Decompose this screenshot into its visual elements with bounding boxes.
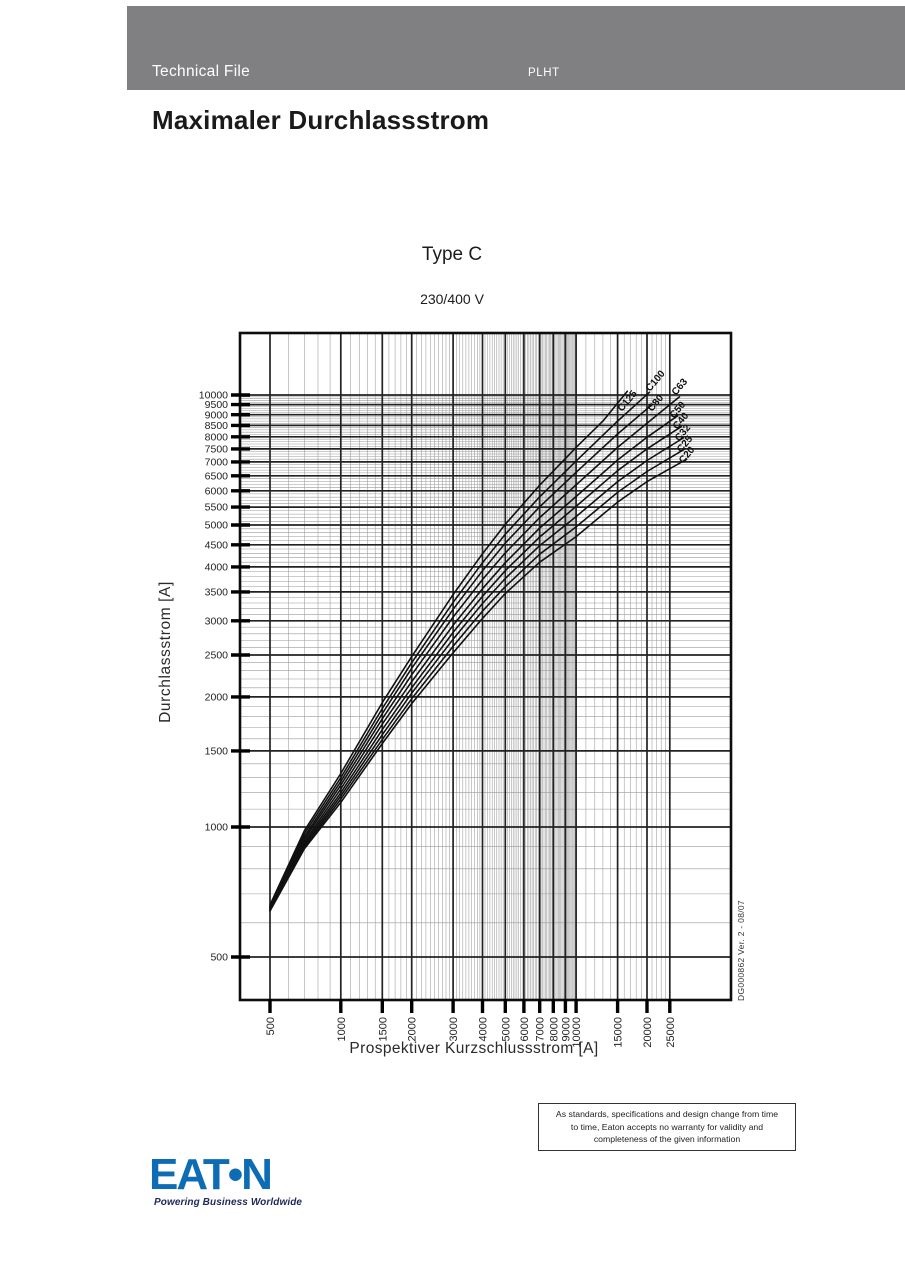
eaton-logo-tagline: Powering Business Worldwide bbox=[154, 1197, 303, 1208]
disclaimer-box: As standards, specifications and design … bbox=[538, 1103, 796, 1151]
svg-text:8500: 8500 bbox=[205, 420, 229, 432]
svg-text:4000: 4000 bbox=[478, 1017, 490, 1041]
svg-text:6000: 6000 bbox=[519, 1017, 531, 1041]
svg-text:9000: 9000 bbox=[205, 409, 229, 421]
svg-text:9000: 9000 bbox=[560, 1017, 572, 1041]
curve-C125 bbox=[269, 390, 629, 906]
svg-text:2500: 2500 bbox=[205, 650, 229, 662]
disclaimer-text: As standards, specifications and design … bbox=[555, 1109, 779, 1145]
curve-C20 bbox=[269, 458, 688, 912]
header-product-code: PLHT bbox=[528, 67, 560, 79]
page-title: Maximaler Durchlassstrom bbox=[152, 105, 490, 135]
svg-text:2000: 2000 bbox=[407, 1017, 419, 1041]
svg-text:1500: 1500 bbox=[205, 746, 229, 758]
svg-text:8000: 8000 bbox=[205, 431, 229, 443]
svg-text:9500: 9500 bbox=[205, 399, 229, 411]
curve-C50 bbox=[269, 415, 679, 910]
svg-text:5000: 5000 bbox=[205, 520, 229, 532]
svg-text:500: 500 bbox=[210, 952, 228, 964]
doc-ref: DG000862 Ver. 2 - 08/07 bbox=[736, 900, 746, 1001]
svg-text:25000: 25000 bbox=[665, 1017, 677, 1048]
header-doc-type: Technical File bbox=[152, 63, 251, 80]
svg-text:8000: 8000 bbox=[548, 1017, 560, 1041]
svg-text:10000: 10000 bbox=[199, 390, 228, 402]
svg-text:4500: 4500 bbox=[205, 539, 229, 551]
svg-text:15000: 15000 bbox=[613, 1017, 625, 1048]
svg-text:1500: 1500 bbox=[377, 1017, 389, 1041]
eaton-logo-wordmark: EAT•N bbox=[149, 1150, 273, 1199]
svg-text:3000: 3000 bbox=[448, 1017, 460, 1041]
svg-text:6000: 6000 bbox=[205, 485, 229, 497]
svg-text:1000: 1000 bbox=[336, 1017, 348, 1041]
eaton-logo: EAT•N Powering Business Worldwide bbox=[149, 1150, 303, 1209]
svg-text:1000: 1000 bbox=[205, 822, 229, 834]
curve-C32 bbox=[269, 437, 684, 911]
curve-C25 bbox=[269, 448, 686, 912]
curve-C80 bbox=[269, 403, 653, 908]
y-axis-title: Durchlassstrom [A] bbox=[157, 581, 174, 723]
svg-text:7000: 7000 bbox=[535, 1017, 547, 1041]
svg-text:5000: 5000 bbox=[500, 1017, 512, 1041]
svg-text:20000: 20000 bbox=[642, 1017, 654, 1048]
svg-text:3000: 3000 bbox=[205, 615, 229, 627]
curve-C40 bbox=[269, 425, 683, 910]
curve-C63 bbox=[269, 396, 681, 909]
chart-title: Type C bbox=[421, 244, 483, 265]
header-bar: Technical File PLHT bbox=[127, 6, 905, 90]
svg-text:3500: 3500 bbox=[205, 587, 229, 599]
svg-text:10000: 10000 bbox=[571, 1017, 583, 1048]
svg-text:7000: 7000 bbox=[205, 457, 229, 469]
x-axis-title: Prospektiver Kurzschlussstrom [A] bbox=[349, 1040, 599, 1057]
svg-text:6500: 6500 bbox=[205, 470, 229, 482]
chart-subtitle: 230/400 V bbox=[420, 291, 484, 307]
svg-text:5500: 5500 bbox=[205, 502, 229, 514]
svg-text:2000: 2000 bbox=[205, 692, 229, 704]
curve-C100 bbox=[269, 391, 651, 907]
svg-text:500: 500 bbox=[265, 1017, 277, 1035]
svg-text:4000: 4000 bbox=[205, 562, 229, 574]
svg-text:7500: 7500 bbox=[205, 444, 229, 456]
